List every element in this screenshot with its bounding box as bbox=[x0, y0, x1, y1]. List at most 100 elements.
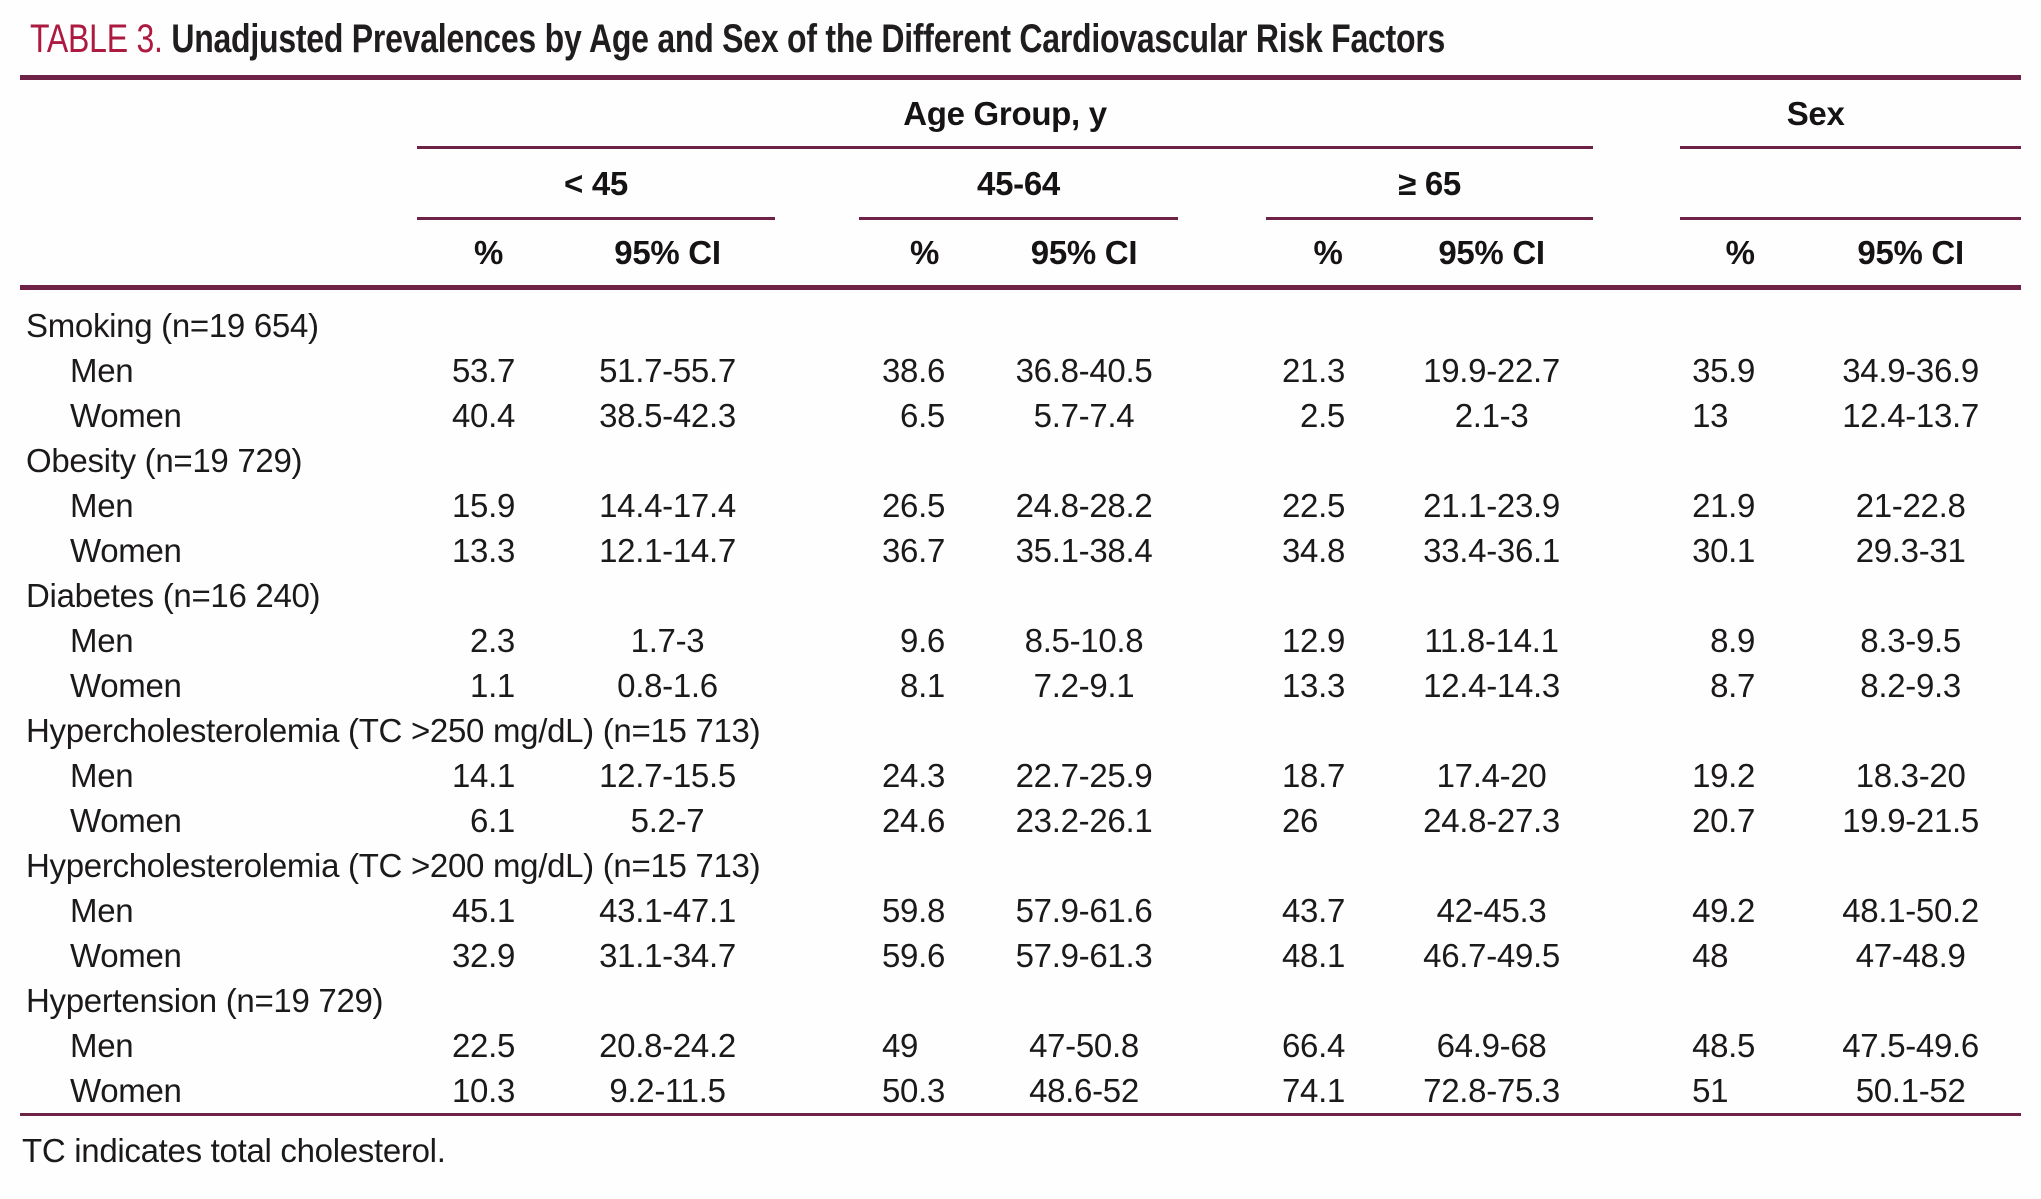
column-gap bbox=[1178, 483, 1266, 528]
column-gap bbox=[775, 753, 859, 798]
column-gap bbox=[1178, 218, 1266, 290]
column-gap bbox=[775, 1023, 859, 1068]
column-gap bbox=[775, 218, 859, 290]
ci-cell: 7.2-9.1 bbox=[1033, 667, 1135, 704]
row-label-sex: Men bbox=[70, 1027, 134, 1064]
ci-cell: 34.9-36.9 bbox=[1842, 352, 1979, 389]
table-number-label: TABLE 3. bbox=[30, 17, 163, 61]
col-header-ci: 95% CI bbox=[1390, 218, 1594, 290]
ci-cell: 21.1-23.9 bbox=[1423, 487, 1560, 524]
row-label-category: Hypercholesterolemia (TC >250 mg/dL) (n=… bbox=[26, 712, 761, 749]
ci-cell: 72.8-75.3 bbox=[1390, 1068, 1594, 1116]
row-label-sex: Women bbox=[70, 802, 182, 839]
row-label-sex: Men bbox=[70, 892, 134, 929]
pct-cell: 15.9 bbox=[451, 487, 515, 524]
pct-cell: 49.2 bbox=[1692, 892, 1756, 929]
col-header-ci: 95% CI bbox=[560, 218, 775, 290]
column-gap bbox=[1178, 798, 1266, 843]
ci-cell: 8.2-9.3 bbox=[1860, 667, 1961, 704]
data-row: Men 45.1 43.1-47.1 59.8 57.9-61.6 43.7 42-45.3… bbox=[20, 888, 2021, 933]
col-header-ci: 95% CI bbox=[1800, 218, 2022, 290]
pct-cell: 45.1 bbox=[451, 892, 515, 929]
pct-cell: 66.4 bbox=[1281, 1027, 1345, 1064]
data-row: Men 22.5 20.8-24.2 49.0 47-50.8 66.4 64.9-68 48… bbox=[20, 1023, 2021, 1068]
header-label-spacer bbox=[20, 218, 417, 290]
pct-cell: 8.1 bbox=[900, 667, 945, 704]
risk-factors-table: Age Group, y Sex < 45 45-64 ≥ 65 % 95% C… bbox=[20, 80, 2022, 1116]
pct-cell: 50.3 bbox=[859, 1068, 990, 1116]
header-row-age-bands: < 45 45-64 ≥ 65 bbox=[20, 147, 2022, 220]
row-label-sex: Women bbox=[70, 532, 182, 569]
ci-cell: 12.4-14.3 bbox=[1423, 667, 1560, 704]
column-gap bbox=[775, 483, 859, 528]
pct-cell: 26.0 bbox=[1281, 802, 1319, 839]
column-gap bbox=[1178, 663, 1266, 708]
column-gap bbox=[1593, 888, 1680, 933]
data-row: Women 6.1 5.2-7 24.6 23.2-26.1 26.0 24.8-27.3 2… bbox=[20, 798, 2021, 843]
ci-cell: 46.7-49.5 bbox=[1423, 937, 1560, 974]
row-label-category: Obesity (n=19 729) bbox=[26, 442, 303, 479]
header-row-groups: Age Group, y Sex bbox=[20, 80, 2022, 149]
column-gap bbox=[775, 393, 859, 438]
pct-cell: 22.5 bbox=[1281, 487, 1345, 524]
column-gap bbox=[1178, 393, 1266, 438]
ci-cell: 2.1-3 bbox=[1454, 397, 1529, 434]
pct-cell: 22.5 bbox=[451, 1027, 515, 1064]
pct-cell: 38.6 bbox=[881, 352, 945, 389]
pct-cell: 14.1 bbox=[451, 757, 515, 794]
category-row: Obesity (n=19 729) bbox=[20, 438, 2021, 483]
column-gap bbox=[1178, 618, 1266, 663]
ci-cell: 50.1-52 bbox=[1800, 1068, 2022, 1116]
ci-cell: 57.9-61.6 bbox=[1015, 892, 1153, 929]
page: TABLE 3. Unadjusted Prevalences by Age a… bbox=[0, 16, 2041, 1199]
ci-cell: 23.2-26.1 bbox=[1015, 802, 1153, 839]
column-gap bbox=[775, 618, 859, 663]
sex-underline-spacer bbox=[1680, 147, 2022, 220]
header-row-measures: % 95% CI % 95% CI % 95% CI % 95% CI bbox=[20, 218, 2022, 290]
pct-cell: 59.8 bbox=[881, 892, 945, 929]
ci-cell: 36.8-40.5 bbox=[1015, 352, 1153, 389]
ci-cell: 1.7-3 bbox=[630, 622, 705, 659]
pct-cell: 21.9 bbox=[1692, 487, 1756, 524]
data-row: Women 40.4 38.5-42.3 6.5 5.7-7.4 2.5 2.1-3 13.0… bbox=[20, 393, 2021, 438]
pct-cell: 35.9 bbox=[1692, 352, 1756, 389]
column-gap bbox=[1593, 393, 1680, 438]
ci-cell: 48.6-52 bbox=[990, 1068, 1178, 1116]
pct-cell: 21.3 bbox=[1281, 352, 1345, 389]
age-band-65-plus: ≥ 65 bbox=[1266, 147, 1594, 220]
ci-cell: 12.7-15.5 bbox=[599, 757, 736, 794]
ci-cell: 51.7-55.7 bbox=[599, 352, 736, 389]
column-gap bbox=[775, 348, 859, 393]
page-title: TABLE 3. Unadjusted Prevalences by Age a… bbox=[30, 16, 1639, 62]
data-row: Women 32.9 31.1-34.7 59.6 57.9-61.3 48.1 46.7-… bbox=[20, 933, 2021, 978]
row-label-sex: Men bbox=[70, 352, 134, 389]
col-header-pct: % bbox=[417, 218, 560, 290]
ci-cell: 18.3-20 bbox=[1855, 757, 1966, 794]
ci-cell: 8.5-10.8 bbox=[1024, 622, 1144, 659]
table-title-text: Unadjusted Prevalences by Age and Sex of… bbox=[171, 17, 1446, 61]
data-row: Men 53.7 51.7-55.7 38.6 36.8-40.5 21.3 19.9-22… bbox=[20, 348, 2021, 393]
pct-cell: 24.3 bbox=[881, 757, 945, 794]
table-footnote: TC indicates total cholesterol. bbox=[22, 1132, 446, 1169]
ci-cell: 8.3-9.5 bbox=[1860, 622, 1961, 659]
header-label-spacer bbox=[20, 148, 417, 219]
pct-cell: 1.1 bbox=[470, 667, 515, 704]
column-gap bbox=[1178, 753, 1266, 798]
pct-cell: 8.9 bbox=[1710, 622, 1756, 659]
pct-cell: 6.1 bbox=[470, 802, 515, 839]
data-row: Men 15.9 14.4-17.4 26.5 24.8-28.2 22.5 21.1-23… bbox=[20, 483, 2021, 528]
header-label-spacer bbox=[20, 80, 417, 148]
row-label-sex: Women bbox=[70, 937, 182, 974]
column-gap bbox=[1178, 933, 1266, 978]
col-header-ci: 95% CI bbox=[990, 218, 1178, 290]
pct-cell: 9.6 bbox=[900, 622, 945, 659]
column-gap bbox=[775, 1068, 859, 1116]
column-gap bbox=[1593, 933, 1680, 978]
ci-cell: 12.1-14.7 bbox=[599, 532, 736, 569]
ci-cell: 5.2-7 bbox=[630, 802, 705, 839]
ci-cell: 57.9-61.3 bbox=[1015, 937, 1153, 974]
pct-cell: 2.5 bbox=[1300, 397, 1345, 434]
category-row: Smoking (n=19 654) bbox=[20, 288, 2021, 349]
pct-cell: 32.9 bbox=[451, 937, 515, 974]
pct-cell: 26.5 bbox=[881, 487, 945, 524]
